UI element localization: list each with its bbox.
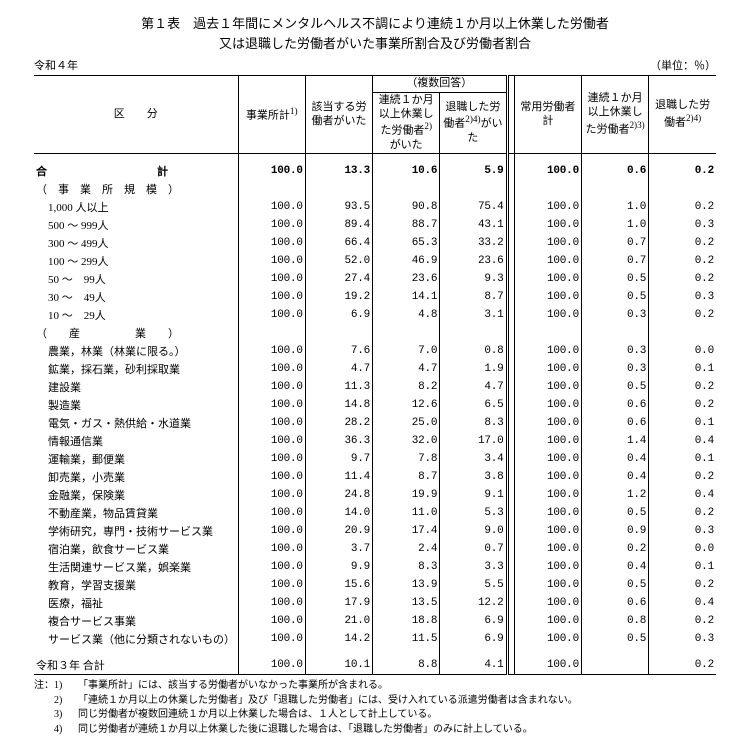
table-row: 生活関連サービス業，娯楽業100.09.98.33.3100.00.40.1 <box>34 558 716 576</box>
col-taishoku2: 退職した労働者2)4) <box>649 76 716 154</box>
table-row: 金融業，保険業100.024.819.99.1100.01.20.4 <box>34 486 716 504</box>
section-header: （ 事 業 所 規 模 ） <box>34 180 716 198</box>
table-row: 教育，学習支援業100.015.613.95.5100.00.50.2 <box>34 576 716 594</box>
col-renzoku: 連続１か月以上休業した労働者2)がいた <box>373 92 440 154</box>
table-row: 学術研究，専門・技術サービス業100.020.917.49.0100.00.90… <box>34 522 716 540</box>
table-row: サービス業（他に分類されないもの）100.014.211.56.9100.00.… <box>34 630 716 648</box>
table-row: 500 ～ 999人100.089.488.743.1100.01.00.3 <box>34 216 716 234</box>
table-row: 100 ～ 299人100.052.046.923.6100.00.70.2 <box>34 252 716 270</box>
table-row: 鉱業，採石業，砂利採取業100.04.74.71.9100.00.30.1 <box>34 360 716 378</box>
col-mult: （複数回答） <box>373 76 507 93</box>
table-row: 農業，林業（林業に限る。）100.07.67.00.8100.00.30.0 <box>34 342 716 360</box>
col-gap <box>507 76 514 154</box>
col-taishoku: 退職した労働者2)4)がいた <box>440 92 507 154</box>
section-header: （ 産 業 ） <box>34 324 716 342</box>
col-gaito: 該当する労働者がいた <box>305 76 372 154</box>
footnotes: 注：1)「事業所計」には、該当する労働者がいなかった事業所が含まれる。 2)「連… <box>34 679 716 737</box>
table-row: 医療，福祉100.017.913.512.2100.00.60.4 <box>34 594 716 612</box>
table-row: 電気・ガス・熱供給・水道業100.028.225.08.3100.00.60.1 <box>34 414 716 432</box>
table-row: 製造業100.014.812.66.5100.00.60.2 <box>34 396 716 414</box>
table-row: 10 ～ 29人100.06.94.83.1100.00.30.2 <box>34 306 716 324</box>
table-row: 不動産業，物品賃貸業100.014.011.05.3100.00.50.2 <box>34 504 716 522</box>
col-joyo: 常用労働者計 <box>514 76 581 154</box>
table-row: 情報通信業100.036.332.017.0100.01.40.4 <box>34 432 716 450</box>
era-label: 令和４年 <box>34 57 78 73</box>
col-jigyo: 事業所計1) <box>238 76 305 154</box>
table-row: 50 ～ 99人100.027.423.69.3100.00.50.2 <box>34 270 716 288</box>
col-renzoku2: 連続１か月以上休業した労働者2)3) <box>581 76 648 154</box>
table-row: 1,000 人以上100.093.590.875.4100.01.00.2 <box>34 198 716 216</box>
table-row: 300 ～ 499人100.066.465.333.2100.00.70.2 <box>34 234 716 252</box>
table-row: 令和３年 合計100.010.18.84.1100.00.2 <box>34 656 716 675</box>
table-row: 運輸業，郵便業100.09.77.83.4100.00.40.1 <box>34 450 716 468</box>
table-row: 建設業100.011.38.24.7100.00.50.2 <box>34 378 716 396</box>
table-row: 卸売業，小売業100.011.48.73.8100.00.40.2 <box>34 468 716 486</box>
table-row: 合 計100.013.310.65.9100.00.60.2 <box>34 162 716 180</box>
main-table: 区 分 事業所計1) 該当する労働者がいた （複数回答） 常用労働者計 連続１か… <box>34 75 716 675</box>
table-title: 第１表 過去１年間にメンタルヘルス不調により連続１か月以上休業した労働者 又は退… <box>34 14 716 53</box>
col-kubun: 区 分 <box>34 76 238 154</box>
table-row: 複合サービス事業100.021.018.86.9100.00.80.2 <box>34 612 716 630</box>
table-row: 30 ～ 49人100.019.214.18.7100.00.50.3 <box>34 288 716 306</box>
unit-label: （単位：％） <box>650 57 716 73</box>
table-row: 宿泊業，飲食サービス業100.03.72.40.7100.00.20.0 <box>34 540 716 558</box>
